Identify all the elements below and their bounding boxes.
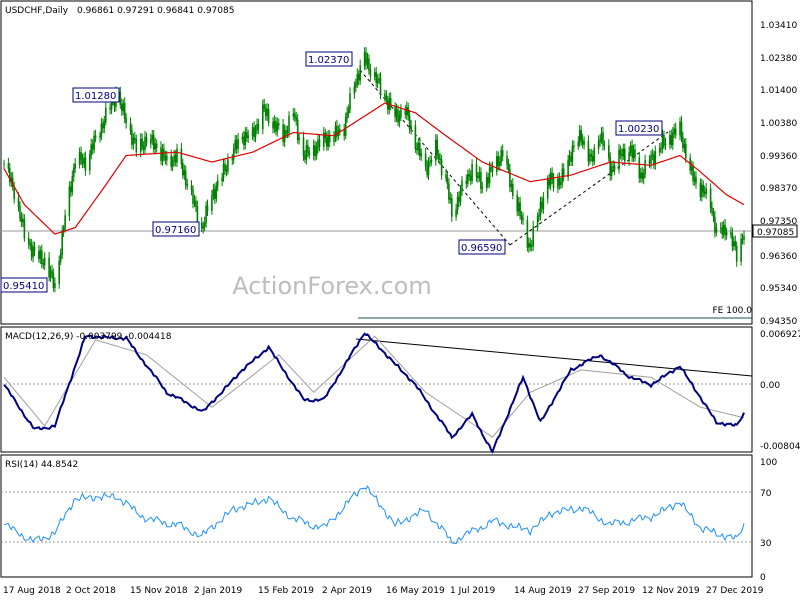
price-tick: 0.94350 xyxy=(760,317,797,327)
macd-tick: 0.006927 xyxy=(760,330,800,340)
macd-title: MACD(12,26,9) -0.003799 -0.004418 xyxy=(5,332,172,342)
rsi-line xyxy=(3,485,745,545)
svg-text:0.96590: 0.96590 xyxy=(461,243,502,254)
price-tick: 0.95340 xyxy=(760,284,797,294)
rsi-tick: 0 xyxy=(760,573,766,583)
svg-text:1.00230: 1.00230 xyxy=(618,124,659,135)
macd-tick: 0.00 xyxy=(760,381,780,391)
rsi-tick: 100 xyxy=(760,458,777,468)
date-tick: 2 Oct 2018 xyxy=(66,586,116,596)
rsi-tick: 70 xyxy=(760,489,772,499)
price-label-high-nov: 1.01280 xyxy=(72,87,120,103)
date-tick: 17 Aug 2018 xyxy=(3,586,61,596)
symbol-title: USDCHF,Daily xyxy=(5,6,69,16)
date-axis: 17 Aug 2018 2 Oct 2018 15 Nov 2018 2 Jan… xyxy=(3,586,764,596)
price-tick: 1.02380 xyxy=(760,54,797,64)
date-tick: 14 Aug 2019 xyxy=(514,586,572,596)
current-price-tag: 0.97085 xyxy=(752,224,798,238)
price-label-low-aug: 0.96590 xyxy=(458,239,506,255)
macd-signal-line xyxy=(3,335,745,438)
fib-projection-line xyxy=(509,131,669,246)
price-tick: 0.98370 xyxy=(760,184,797,194)
svg-text:1.02370: 1.02370 xyxy=(308,55,349,66)
price-label-low-sep: 0.95410 xyxy=(0,277,48,293)
price-axis: 1.03410 1.02380 1.01400 1.00380 0.99360 … xyxy=(760,21,797,327)
watermark: ActionForex.com xyxy=(232,272,432,300)
price-label-low-dec: 0.97160 xyxy=(152,221,200,237)
ohlc-readout: 0.96861 0.97291 0.96841 0.97085 xyxy=(77,6,234,16)
date-tick: 16 May 2019 xyxy=(386,586,445,596)
macd-trendline xyxy=(355,338,753,377)
date-tick: 2 Apr 2019 xyxy=(322,586,372,596)
price-tick: 0.99360 xyxy=(760,152,797,162)
svg-text:0.95410: 0.95410 xyxy=(3,281,44,292)
date-tick: 15 Nov 2018 xyxy=(130,586,188,596)
macd-line xyxy=(3,332,745,454)
price-label-high-nov19: 1.00230 xyxy=(615,120,663,136)
svg-text:0.97085: 0.97085 xyxy=(757,228,794,238)
macd-tick: -0.008049 xyxy=(760,442,800,452)
fe-100-label: FE 100.0 xyxy=(713,306,753,316)
date-tick: 12 Nov 2019 xyxy=(642,586,700,596)
macd-panel xyxy=(0,326,753,453)
price-tick: 1.00380 xyxy=(760,119,797,129)
rsi-tick: 30 xyxy=(760,539,772,549)
svg-text:0.97160: 0.97160 xyxy=(155,225,196,236)
price-panel xyxy=(0,0,753,325)
rsi-title: RSI(14) 44.8542 xyxy=(5,460,78,470)
date-tick: 15 Feb 2019 xyxy=(258,586,314,596)
price-tick: 1.01400 xyxy=(760,86,797,96)
svg-text:1.01280: 1.01280 xyxy=(75,91,116,102)
moving-average-line xyxy=(3,102,745,235)
rsi-panel xyxy=(0,454,753,578)
date-tick: 2 Jan 2019 xyxy=(194,586,242,596)
price-tick: 0.97350 xyxy=(760,217,797,227)
price-tick: 0.96360 xyxy=(760,252,797,262)
date-tick: 27 Sep 2019 xyxy=(578,586,635,596)
date-tick: 27 Dec 2019 xyxy=(706,586,764,596)
date-tick: 1 Jul 2019 xyxy=(450,586,495,596)
price-label-high-apr: 1.02370 xyxy=(305,51,353,67)
candlestick-series xyxy=(3,47,745,293)
price-tick: 1.03410 xyxy=(760,21,797,31)
